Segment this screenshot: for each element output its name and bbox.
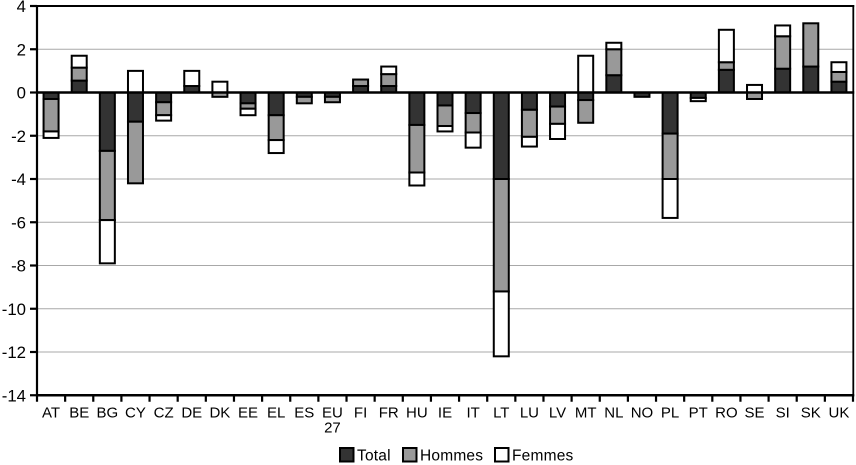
svg-text:ES: ES [294,405,314,422]
svg-text:SI: SI [776,405,790,422]
svg-text:RO: RO [715,405,738,422]
svg-text:4: 4 [17,0,26,16]
svg-text:Hommes: Hommes [420,448,483,465]
svg-text:LV: LV [549,405,566,422]
svg-text:LU: LU [520,405,539,422]
svg-text:LT: LT [493,405,509,422]
svg-text:CY: CY [125,405,146,422]
svg-text:HU: HU [406,405,428,422]
svg-text:EE: EE [238,405,258,422]
svg-text:-8: -8 [11,257,26,276]
svg-text:SK: SK [801,405,821,422]
svg-text:NO: NO [631,405,654,422]
svg-text:AT: AT [42,405,60,422]
svg-text:IT: IT [466,405,479,422]
svg-text:27: 27 [324,420,341,437]
svg-text:-10: -10 [2,300,26,319]
svg-text:BG: BG [96,405,118,422]
svg-text:FR: FR [379,405,399,422]
svg-text:0: 0 [17,84,26,103]
svg-text:BE: BE [69,405,89,422]
svg-text:IE: IE [438,405,452,422]
svg-text:-12: -12 [2,343,26,362]
svg-text:-14: -14 [2,386,26,405]
svg-text:EU: EU [322,405,343,422]
svg-text:PT: PT [689,405,708,422]
svg-text:CZ: CZ [154,405,174,422]
svg-text:SE: SE [745,405,765,422]
svg-text:MT: MT [575,405,597,422]
svg-text:Total: Total [357,448,391,465]
svg-text:-4: -4 [11,170,26,189]
svg-text:DE: DE [181,405,202,422]
svg-text:2: 2 [17,40,26,59]
svg-text:DK: DK [209,405,230,422]
svg-text:NL: NL [604,405,623,422]
svg-text:-6: -6 [11,213,26,232]
svg-text:FI: FI [354,405,367,422]
svg-text:UK: UK [829,405,850,422]
svg-text:EL: EL [267,405,285,422]
svg-text:-2: -2 [11,127,26,146]
svg-text:PL: PL [661,405,679,422]
svg-text:Femmes: Femmes [512,448,574,465]
